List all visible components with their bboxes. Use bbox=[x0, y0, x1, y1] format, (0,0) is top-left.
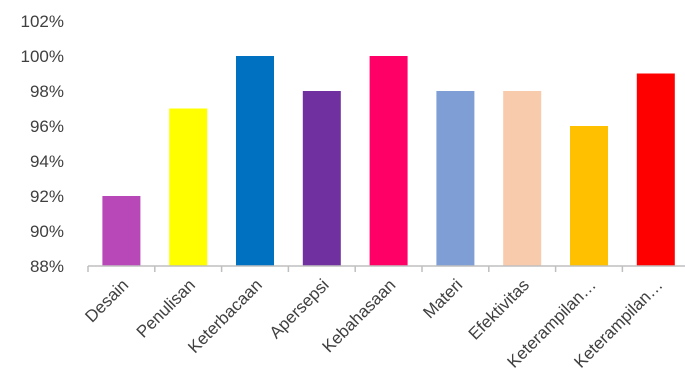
y-tick-label: 92% bbox=[30, 187, 64, 206]
x-axis-tick-marks bbox=[87, 266, 624, 272]
y-axis-tick-labels: 88% 90% 92% 94% 96% 98% 100% 102% bbox=[21, 12, 64, 276]
y-tick-label: 102% bbox=[21, 12, 64, 31]
bar-1 bbox=[102, 196, 141, 266]
y-tick-label: 90% bbox=[30, 222, 64, 241]
bar-5 bbox=[369, 56, 408, 266]
y-tick-label: 94% bbox=[30, 152, 64, 171]
bar-2 bbox=[169, 108, 208, 266]
y-tick-label: 100% bbox=[21, 47, 64, 66]
y-tick-label: 98% bbox=[30, 82, 64, 101]
bar-7 bbox=[503, 91, 542, 266]
x-category-label: Efektivitas bbox=[465, 275, 533, 343]
x-category-label: Apersepsi bbox=[266, 275, 333, 342]
bar-4 bbox=[302, 91, 341, 266]
bar-6 bbox=[436, 91, 475, 266]
bar-8 bbox=[570, 126, 608, 266]
x-category-label: Desain bbox=[81, 275, 132, 326]
y-tick-label: 88% bbox=[30, 257, 64, 276]
bar-3 bbox=[236, 56, 274, 266]
y-tick-label: 96% bbox=[30, 117, 64, 136]
bar-9 bbox=[636, 73, 675, 266]
x-category-label: Penulisan bbox=[133, 275, 199, 341]
x-category-label: Materi bbox=[419, 275, 466, 322]
bars bbox=[102, 56, 675, 266]
